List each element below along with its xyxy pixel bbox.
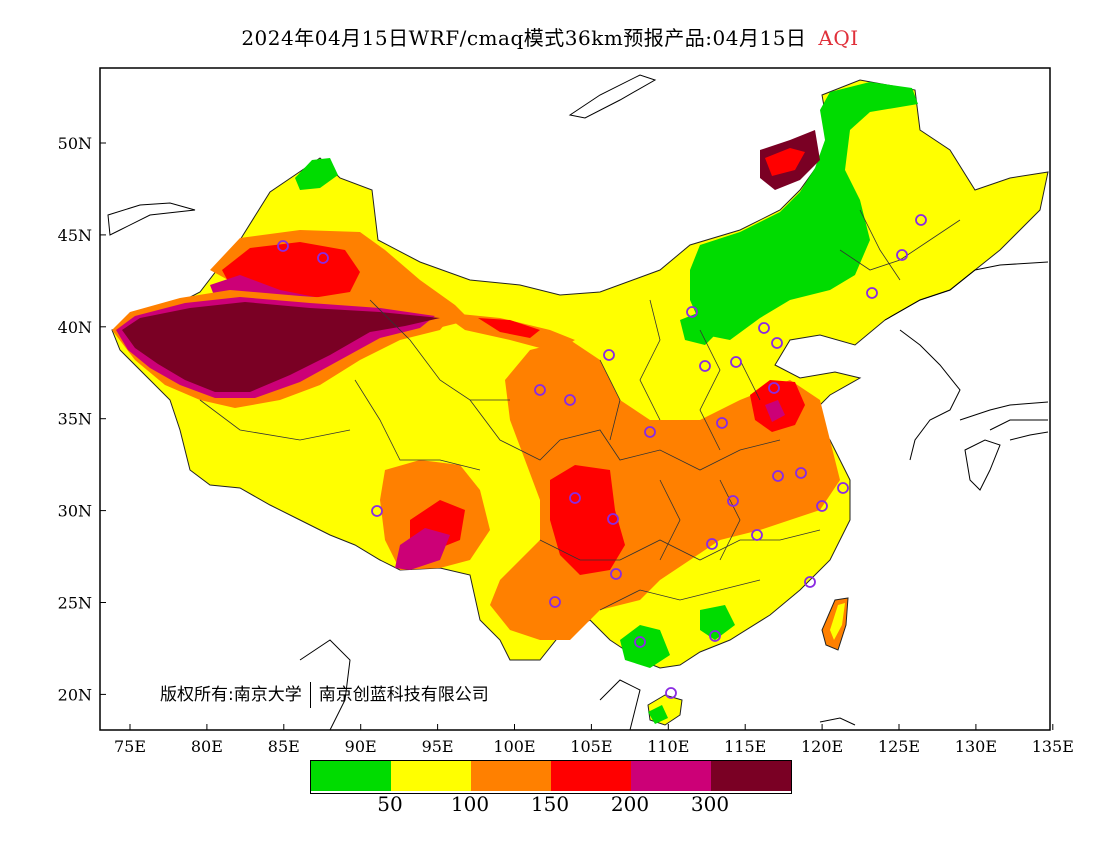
legend-break-label: 50 bbox=[377, 792, 403, 816]
x-tick-label: 85E bbox=[268, 737, 300, 756]
station-marker bbox=[837, 482, 849, 494]
station-marker bbox=[795, 467, 807, 479]
south-china-green-patch bbox=[620, 625, 670, 668]
map-title: 2024年04月15日WRF/cmaq模式36km预报产品:04月15日 AQI bbox=[0, 22, 1100, 51]
x-tick-label: 120E bbox=[801, 737, 843, 756]
hainan-green-part bbox=[648, 705, 668, 724]
y-tick-label: 30N bbox=[58, 502, 92, 521]
y-tick-label: 25N bbox=[58, 594, 92, 613]
color-legend bbox=[310, 760, 792, 794]
south-china-green-patch-2 bbox=[700, 605, 735, 640]
map-content bbox=[107, 74, 1049, 730]
legend-swatch bbox=[551, 761, 631, 791]
y-tick-label: 40N bbox=[58, 318, 92, 337]
station-marker bbox=[771, 337, 783, 349]
station-marker bbox=[804, 576, 816, 588]
copyright-divider bbox=[309, 682, 311, 708]
x-tick-label: 125E bbox=[878, 737, 920, 756]
x-tick-label: 95E bbox=[422, 737, 454, 756]
station-marker bbox=[709, 630, 721, 642]
x-tick-label: 90E bbox=[345, 737, 377, 756]
station-marker bbox=[603, 349, 615, 361]
station-marker bbox=[686, 306, 698, 318]
north-china-magenta-patch bbox=[765, 400, 785, 422]
inner-mongolia-red-patch-2 bbox=[765, 148, 805, 176]
station-marker bbox=[569, 492, 581, 504]
station-marker bbox=[896, 249, 908, 261]
station-marker bbox=[772, 470, 784, 482]
station-marker bbox=[727, 495, 739, 507]
station-marker bbox=[716, 417, 728, 429]
sichuan-red-region bbox=[550, 465, 625, 575]
legend-swatch bbox=[471, 761, 551, 791]
station-marker bbox=[644, 426, 656, 438]
northeast-green-region bbox=[690, 82, 918, 340]
y-tick-label: 50N bbox=[58, 134, 92, 153]
copyright-note: 版权所有:南京大学 南京创蓝科技有限公司 bbox=[160, 680, 489, 708]
station-marker bbox=[665, 687, 677, 699]
station-marker bbox=[549, 596, 561, 608]
y-tick-label: 45N bbox=[58, 226, 92, 245]
map-title-text: 2024年04月15日WRF/cmaq模式36km预报产品:04月15日 bbox=[241, 26, 807, 50]
northwest-green-region bbox=[295, 158, 338, 190]
station-marker bbox=[564, 394, 576, 406]
station-marker bbox=[607, 513, 619, 525]
legend-break-label: 150 bbox=[530, 792, 570, 816]
province-borders bbox=[199, 209, 961, 611]
station-marker bbox=[277, 240, 289, 252]
station-marker bbox=[317, 252, 329, 264]
x-tick-label: 100E bbox=[493, 737, 535, 756]
x-tick-label: 105E bbox=[570, 737, 612, 756]
map-variable-label: AQI bbox=[818, 26, 859, 50]
legend-swatch bbox=[311, 761, 391, 791]
station-marker bbox=[699, 360, 711, 372]
map-frame bbox=[99, 67, 1051, 731]
legend-break-label: 100 bbox=[450, 792, 490, 816]
x-tick-label: 130E bbox=[955, 737, 997, 756]
taiwan-yellow-part bbox=[830, 603, 845, 640]
station-marker bbox=[758, 322, 770, 334]
legend-swatch bbox=[631, 761, 711, 791]
station-marker bbox=[706, 538, 718, 550]
station-marker bbox=[610, 568, 622, 580]
station-marker bbox=[534, 384, 546, 396]
legend-swatch bbox=[391, 761, 471, 791]
y-tick-label: 35N bbox=[58, 410, 92, 429]
station-marker bbox=[730, 356, 742, 368]
station-marker bbox=[816, 500, 828, 512]
north-green-patch bbox=[680, 310, 720, 345]
x-axis: 75E 80E 85E 90E 95E 100E 105E 110E 115E 120E 125E 1… bbox=[114, 724, 1074, 756]
legend-swatch bbox=[711, 761, 791, 791]
y-tick-label: 20N bbox=[58, 685, 92, 704]
tibet-magenta-patch bbox=[395, 528, 450, 570]
x-tick-label: 80E bbox=[191, 737, 223, 756]
station-marker bbox=[915, 214, 927, 226]
hexi-red-patch bbox=[478, 318, 540, 338]
x-tick-label: 75E bbox=[114, 737, 146, 756]
station-marker bbox=[768, 382, 780, 394]
legend-break-label: 300 bbox=[690, 792, 730, 816]
station-marker bbox=[866, 287, 878, 299]
copyright-owner: 版权所有:南京大学 bbox=[160, 685, 302, 705]
station-marker bbox=[751, 529, 763, 541]
taklamakan-dark-region bbox=[122, 302, 440, 392]
station-markers bbox=[277, 214, 927, 699]
station-marker bbox=[634, 636, 646, 648]
x-tick-label: 115E bbox=[724, 737, 766, 756]
legend-break-label: 200 bbox=[610, 792, 650, 816]
copyright-company: 南京创蓝科技有限公司 bbox=[318, 685, 489, 705]
x-tick-label: 135E bbox=[1032, 737, 1074, 756]
neighbor-coastlines bbox=[107, 74, 1049, 730]
station-marker bbox=[371, 505, 383, 517]
y-axis: 50N 45N 40N 35N 30N 25N 20N bbox=[58, 134, 106, 704]
legend-break-labels: 50 100 150 200 300 bbox=[310, 792, 792, 822]
x-tick-label: 110E bbox=[647, 737, 689, 756]
